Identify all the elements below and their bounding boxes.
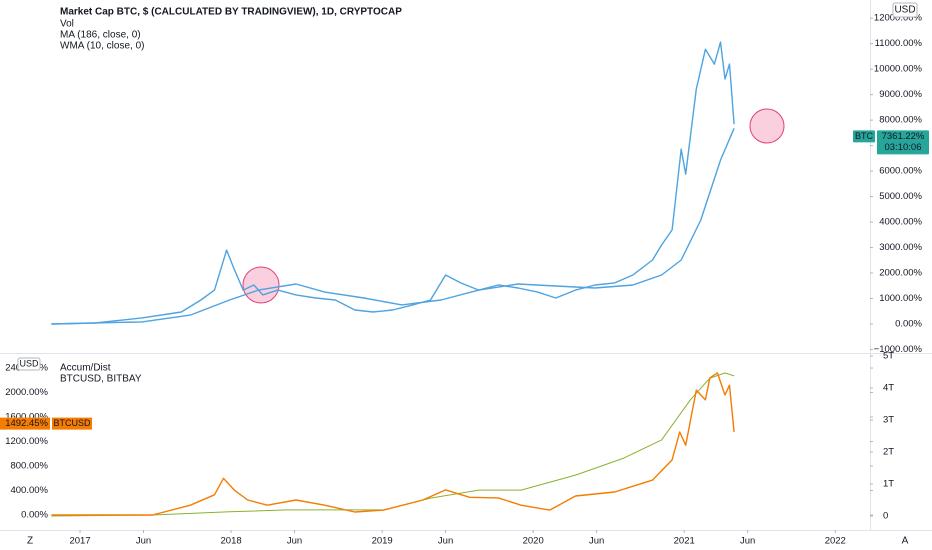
chart-title: Market Cap BTC, $ (CALCULATED BY TRADING… [60, 7, 402, 18]
x-tick-label: 2019 [372, 536, 393, 547]
auto-scale-button[interactable]: A [902, 536, 909, 547]
price-tag [52, 417, 92, 430]
price-tag [0, 417, 50, 430]
y-tick-label: 1000.00% [879, 293, 922, 304]
legend-entry: MA (186, close, 0) [60, 30, 141, 41]
price-tag [853, 130, 875, 143]
x-tick-label: 2018 [221, 536, 242, 547]
y2-tick-label: 0 [883, 511, 888, 522]
price-tag-symbol: BTCUSD [53, 418, 91, 428]
x-tick-label: Jun [136, 536, 151, 547]
x-tick-label: Jun [740, 536, 755, 547]
price-tag [877, 130, 929, 155]
x-tick-label: 2021 [674, 536, 695, 547]
y-tick-label: 11000.00% [875, 38, 923, 49]
y-tick-label: 5000.00% [879, 191, 922, 202]
price-tag-value: 7361.22% [882, 131, 925, 142]
y-tick-label: 2000.00% [5, 387, 48, 398]
y-tick-label: 800.00% [10, 461, 48, 472]
currency-box[interactable] [892, 2, 918, 18]
y-tick-label: 9000.00% [879, 89, 922, 100]
y-tick-label: −1000.00% [874, 344, 923, 355]
x-tick-label: Jun [438, 536, 453, 547]
y-tick-label: 0.00% [21, 510, 48, 521]
y-tick-label: 2000.00% [879, 268, 922, 279]
top-pane: −1000.00% 0.00% 1000.00% 2000.00% 3000.00% 40… [51, 13, 929, 355]
y-tick-label: 10000.00% [874, 64, 923, 75]
data-line [51, 372, 735, 517]
highlight-circle [242, 266, 280, 304]
currency-label[interactable]: USD [894, 5, 915, 16]
y2-tick-label: 1T [883, 479, 894, 490]
y2-tick-label: 3T [883, 415, 894, 426]
y-tick-label: 12000.00% [874, 13, 923, 24]
y-tick-label: 400.00% [10, 485, 48, 496]
y-tick-label: 1600.00% [5, 412, 48, 423]
price-tag-value: 1492.45% [5, 418, 48, 429]
x-tick-label: 2020 [523, 536, 544, 547]
currency-label[interactable]: USD [19, 358, 39, 368]
x-tick-label: 2017 [69, 536, 90, 547]
chart-subtitle: BTCUSD, BITBAY [60, 374, 142, 385]
legend-entry: Vol [60, 19, 74, 30]
y-tick-label: 0.00% [895, 318, 922, 329]
price-tag-countdown: 03:10:06 [885, 142, 922, 153]
y-tick-label: 6000.00% [879, 166, 922, 177]
legend-entry: WMA (10, close, 0) [60, 41, 144, 52]
data-line [51, 128, 735, 325]
x-tick-label: 2022 [825, 536, 846, 547]
highlight-circle [749, 108, 785, 144]
y-tick-label: 8000.00% [879, 115, 922, 126]
x-tick-label: Jun [589, 536, 604, 547]
y2-tick-label: 2T [883, 447, 894, 458]
price-tag-symbol: BTC [855, 131, 874, 141]
data-line [51, 372, 735, 516]
y2-tick-label: 4T [883, 383, 894, 394]
y-tick-label: 3000.00% [879, 242, 922, 253]
y-tick-label: 4000.00% [879, 217, 922, 228]
chart-title: Accum/Dist [60, 363, 111, 374]
data-line [51, 41, 735, 325]
y-tick-label: 1200.00% [5, 436, 48, 447]
bottom-pane: 0.00% 400.00% 800.00% 1200.00% 1600.00% 2000.… [0, 351, 894, 547]
currency-box[interactable] [17, 357, 41, 371]
y2-tick-label: 5T [883, 351, 894, 362]
x-tick-label: Jun [287, 536, 302, 547]
zoom-button[interactable]: Z [27, 536, 33, 547]
